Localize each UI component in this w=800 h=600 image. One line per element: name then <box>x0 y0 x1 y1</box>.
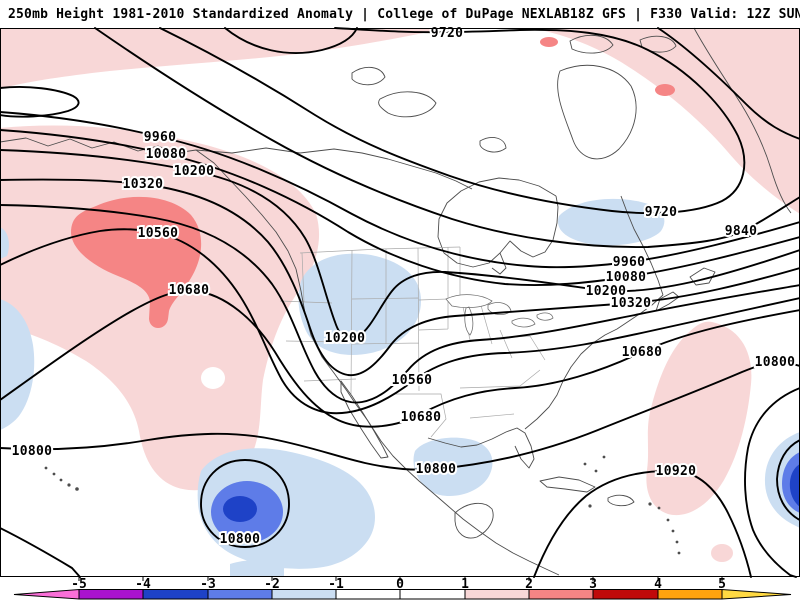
model-valid-time: 18Z GFS | F330 Valid: 12Z SUN NOV 30 202… <box>569 6 800 22</box>
caribbean-islands <box>454 476 635 539</box>
contour-label: 10200 <box>586 284 627 299</box>
contour-line-sw-corner <box>0 527 81 578</box>
colorbar-segment <box>78 589 144 600</box>
colorbar-tick: -5 <box>71 577 87 592</box>
contour-label: 10680 <box>401 410 442 425</box>
contour-label: 10560 <box>138 226 179 241</box>
colorbar-tick: -2 <box>264 577 280 592</box>
shade-montana-negative <box>298 253 421 355</box>
contour-label: 10080 <box>606 270 647 285</box>
coastline-arctic <box>195 147 473 190</box>
colorbar-segment <box>271 589 337 600</box>
small-islands <box>44 455 681 555</box>
shade-greenland-positive <box>532 28 800 214</box>
shade-sw-pacific-low-outer <box>197 448 375 576</box>
map-title: 250mb Height 1981-2010 Standardized Anom… <box>8 6 570 22</box>
colorbar-tick: 4 <box>654 577 662 592</box>
contour-line-10800 <box>0 361 800 471</box>
contour-line-10080 <box>0 129 800 286</box>
header: 250mb Height 1981-2010 Standardized Anom… <box>0 0 800 28</box>
shade-quebec-negative <box>558 198 665 246</box>
anomaly-shading <box>0 28 800 576</box>
colorbar-segments <box>78 589 723 600</box>
colorbar-segment <box>207 589 273 600</box>
colorbar-tick-marks <box>78 577 723 581</box>
coastline-greenland <box>693 27 792 214</box>
colorbar-below-min-arrow <box>13 588 80 600</box>
contour-label: 9720 <box>645 205 678 220</box>
colorbar-tick: 2 <box>525 577 533 592</box>
colorbar-segment <box>142 589 209 600</box>
contour-label: 10800 <box>755 355 796 370</box>
colorbar-tick: -3 <box>200 577 216 592</box>
shade-atlantic-edge-low-core <box>789 464 800 507</box>
contour-line-9600 <box>224 27 358 54</box>
arctic-islands <box>351 34 677 160</box>
height-contours <box>0 27 800 578</box>
shade-pacific-white-hole <box>201 367 225 389</box>
contour-label: 10920 <box>656 464 697 479</box>
contour-line-10920-atlantic <box>744 387 800 578</box>
contour-line-10920-caribbean <box>533 469 752 578</box>
contour-line-10320 <box>0 178 800 376</box>
contour-label: 10680 <box>169 283 210 298</box>
shade-sw-pacific-low-core <box>223 496 257 522</box>
contour-label: 9960 <box>613 255 646 270</box>
contour-labels: 9720 9960 10080 10200 10320 10560 10680 … <box>10 24 797 549</box>
contour-line-10680 <box>0 289 800 428</box>
contour-line-10800-closed-low <box>200 459 290 548</box>
colorbar-tick: 1 <box>461 577 469 592</box>
contour-label: 10800 <box>220 532 261 547</box>
colorbar-segment <box>528 589 594 600</box>
colorbar-tick: 3 <box>589 577 597 592</box>
colorbar-segment <box>464 589 530 600</box>
colorbar-segment <box>657 589 723 600</box>
contour-line-atlantic-inner-arc <box>776 439 800 521</box>
contour-line-9840-greenland <box>657 27 800 140</box>
shade-atlantic-pink-positive <box>646 321 752 562</box>
contour-line-9960-bering-oval <box>0 86 80 118</box>
colorbar-segment <box>399 589 466 600</box>
coastline-hudson-bay <box>437 177 559 275</box>
shade-left-edge-negative <box>0 227 35 430</box>
colorbar-tick-labels: -5 -4 -3 -2 -1 0 1 2 3 4 5 <box>71 577 726 592</box>
colorbar-tick: 0 <box>396 577 404 592</box>
shade-arctic-band-positive <box>0 28 448 89</box>
contour-line-10200 <box>0 149 800 341</box>
colorbar-tick: 5 <box>718 577 726 592</box>
colorbar-tick: -1 <box>328 577 344 592</box>
contour-label: 10200 <box>174 164 215 179</box>
colorbar-above-max-arrow <box>721 588 792 600</box>
colorbar-segment <box>335 589 401 600</box>
colorbar: -5 -4 -3 -2 -1 0 1 2 3 4 5 <box>13 577 792 600</box>
contour-label: 10560 <box>392 373 433 388</box>
contour-label: 10200 <box>325 331 366 346</box>
contour-label: 9840 <box>725 224 758 239</box>
contour-line-9720-loop <box>159 27 746 214</box>
contour-label: 9960 <box>144 130 177 145</box>
contour-label: 10320 <box>123 177 164 192</box>
contour-label: 10800 <box>12 444 53 459</box>
contour-line-9960 <box>0 111 800 269</box>
shade-greenland-red-spots <box>540 37 675 96</box>
contour-line-9840-west <box>94 27 800 249</box>
contour-line-10440 <box>0 204 800 404</box>
contour-label: 10080 <box>146 147 187 162</box>
contour-label: 10680 <box>622 345 663 360</box>
contour-label: 10800 <box>416 462 457 477</box>
colorbar-tick: -4 <box>135 577 151 592</box>
colorbar-segment <box>592 589 659 600</box>
contour-label: 10320 <box>611 296 652 311</box>
